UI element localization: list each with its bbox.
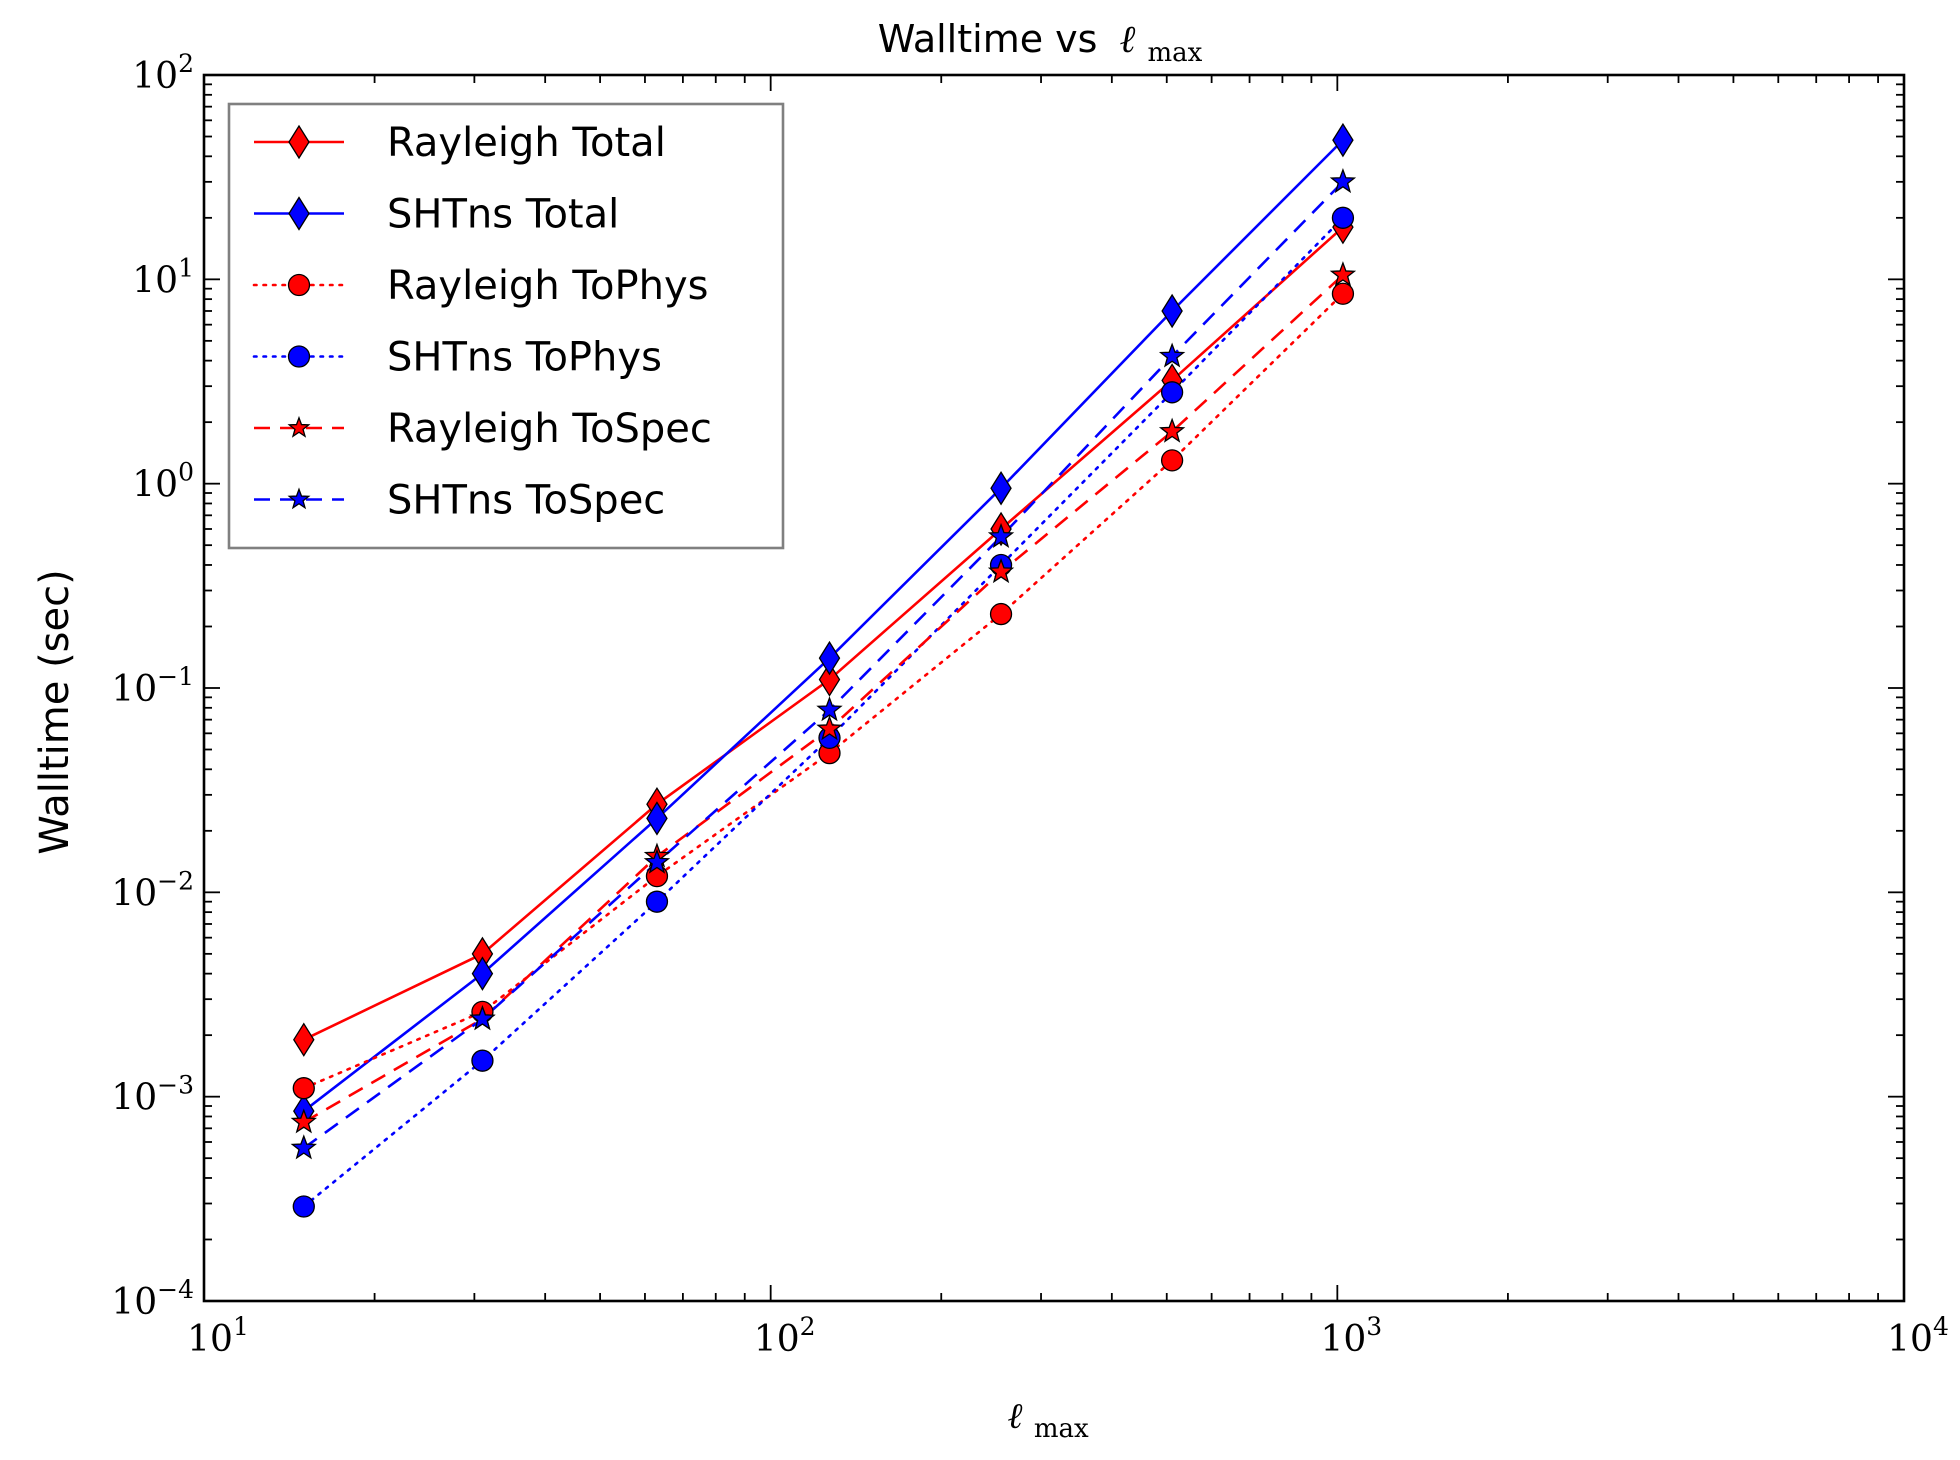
- data-point-shtns-tophys: [471, 1049, 494, 1072]
- data-point-shtns-total: [818, 640, 841, 676]
- data-point-rayleigh-tospec: [816, 715, 843, 741]
- chart-title: Walltime vs ℓ max: [878, 17, 1203, 68]
- data-point-shtns-total: [1161, 293, 1183, 329]
- x-tick-label: 101: [187, 1312, 249, 1360]
- data-point-shtns-tospec: [643, 848, 671, 874]
- data-point-shtns-tospec: [987, 522, 1015, 548]
- data-point-rayleigh-tophys: [292, 1077, 315, 1100]
- data-point-rayleigh-tospec: [1158, 417, 1186, 443]
- y-axis-label: Walltime (sec): [32, 569, 78, 854]
- y-tick-label: 10−1: [111, 662, 194, 710]
- legend-label-rayleigh-tospec: Rayleigh ToSpec: [387, 406, 712, 452]
- legend-label-rayleigh-total: Rayleigh Total: [387, 120, 666, 166]
- legend-marker-rayleigh-tospec: [287, 415, 311, 438]
- data-point-rayleigh-total: [293, 1022, 315, 1057]
- axes: [202, 73, 1906, 1303]
- data-point-shtns-tospec: [290, 1134, 317, 1160]
- legend: Rayleigh Total SHTns Total Rayleigh ToPhys…: [227, 102, 785, 550]
- y-tick-label: 10−4: [111, 1275, 194, 1323]
- chart-title-math-sub: max: [1147, 38, 1202, 68]
- data-point-shtns-total: [646, 801, 668, 836]
- legend-box: [227, 102, 785, 550]
- data-point-shtns-total: [471, 956, 494, 991]
- x-axis-label-main: ℓ: [1007, 1396, 1022, 1437]
- legend-marker-shtns-total: [288, 196, 310, 231]
- data-point-rayleigh-tophys: [645, 865, 669, 888]
- x-tick-label: 103: [1320, 1312, 1382, 1360]
- data-point-rayleigh-tophys: [1160, 449, 1184, 472]
- legend-marker-shtns-tophys: [287, 345, 311, 368]
- x-axis-label-sub: max: [1034, 1414, 1089, 1444]
- y-tick-label: 101: [132, 253, 194, 301]
- data-point-shtns-tophys: [292, 1195, 315, 1218]
- legend-marker-rayleigh-total: [288, 124, 310, 160]
- y-tick-label: 100: [132, 458, 194, 506]
- data-point-shtns-tophys: [1331, 206, 1355, 229]
- data-point-rayleigh-tospec: [987, 558, 1015, 584]
- y-tick-label: 102: [132, 49, 194, 97]
- tick-labels: 101 102 103 104 10−4 10−3 10−2 10−1 100 101 102: [111, 49, 1949, 1360]
- legend-label-shtns-tospec: SHTns ToSpec: [387, 478, 665, 524]
- legend-label-shtns-total: SHTns Total: [387, 192, 619, 238]
- data-point-rayleigh-total: [818, 662, 841, 697]
- data-point-shtns-total: [1332, 122, 1354, 158]
- data-point-shtns-total: [990, 470, 1012, 506]
- data-point-rayleigh-tophys: [989, 602, 1013, 626]
- chart-title-text: Walltime vs: [878, 17, 1098, 61]
- y-tick-label: 10−3: [111, 1071, 194, 1119]
- data-point-rayleigh-tophys: [1331, 282, 1355, 305]
- chart-title-math: ℓ: [1120, 17, 1136, 61]
- x-tick-label: 102: [754, 1312, 816, 1360]
- x-tick-label: 104: [1887, 1312, 1949, 1360]
- data-point-rayleigh-tospec: [290, 1108, 317, 1134]
- data-point-shtns-tophys: [645, 890, 669, 913]
- legend-label-shtns-tophys: SHTns ToPhys: [387, 335, 662, 381]
- data-point-rayleigh-tospec: [1329, 261, 1357, 287]
- data-point-shtns-tospec: [1158, 342, 1186, 368]
- series-markers: [290, 122, 1357, 1218]
- legend-marker-rayleigh-tophys: [287, 273, 311, 297]
- y-tick-label: 10−2: [111, 866, 194, 914]
- data-point-shtns-tospec: [1329, 167, 1357, 194]
- data-point-shtns-tophys: [1160, 381, 1184, 404]
- data-point-shtns-tospec: [816, 696, 843, 722]
- x-axis-label: ℓ max: [1007, 1396, 1089, 1444]
- legend-marker-shtns-tospec: [287, 487, 311, 510]
- data-point-shtns-tospec: [469, 1005, 496, 1031]
- legend-label-rayleigh-tophys: Rayleigh ToPhys: [387, 263, 708, 309]
